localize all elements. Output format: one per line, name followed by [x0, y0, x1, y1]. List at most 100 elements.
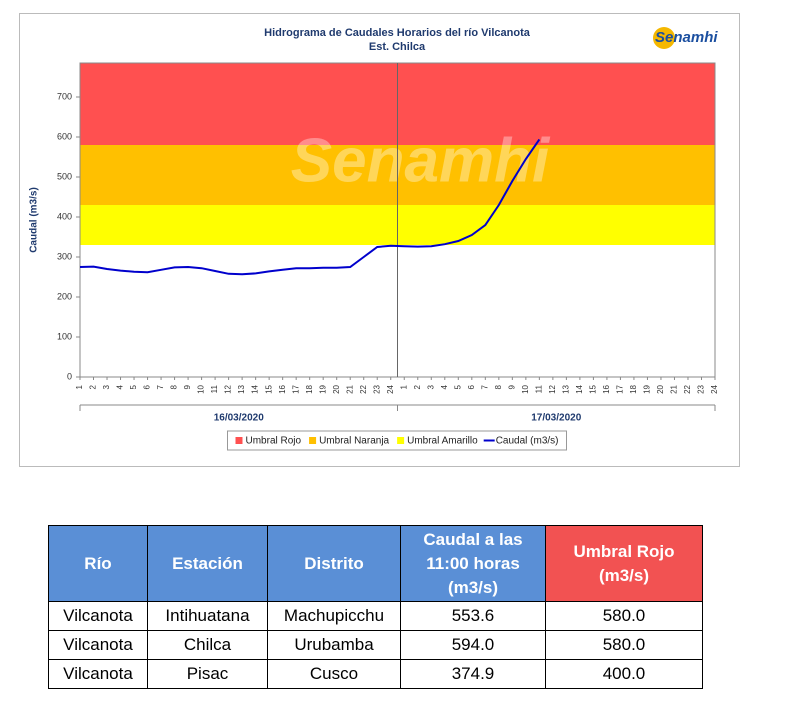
chart-subtitle: Est. Chilca	[369, 41, 426, 53]
x-tick-label: 5	[453, 384, 462, 389]
group-label: 17/03/2020	[531, 413, 581, 424]
y-tick-label: 400	[57, 211, 72, 221]
x-tick-label: 19	[318, 384, 327, 393]
legend-swatch	[235, 437, 243, 444]
x-tick-label: 17	[616, 384, 625, 393]
y-axis-label: Caudal (m3/s)	[29, 187, 40, 253]
table-header: Río Estación Distrito Caudal a las 11:00…	[48, 525, 703, 602]
x-tick-label: 12	[224, 384, 233, 393]
chart: Hidrograma de Caudales Horarios del río …	[19, 13, 740, 467]
y-tick-label: 300	[57, 251, 72, 261]
table-row: Vilcanota Intihuatana Machupicchu 553.6 580.…	[48, 601, 703, 631]
table-cell: 580.0	[545, 601, 703, 631]
x-tick-label: 14	[251, 384, 260, 393]
x-tick-label: 23	[697, 384, 706, 393]
legend-swatch	[397, 437, 405, 444]
x-tick-label: 1	[399, 384, 408, 389]
x-tick-label: 20	[332, 384, 341, 393]
x-tick-label: 8	[170, 384, 179, 389]
header-cell: Umbral Rojo (m3/s)	[545, 525, 703, 602]
watermark: Senamhi	[291, 126, 551, 195]
x-tick-label: 11	[534, 384, 543, 393]
x-tick-label: 15	[264, 384, 273, 393]
x-tick-label: 19	[643, 384, 652, 393]
x-tick-label: 17	[291, 384, 300, 393]
x-tick-label: 3	[102, 384, 111, 389]
legend-label: Umbral Amarillo	[407, 436, 478, 447]
table-cell: Intihuatana	[147, 601, 268, 631]
table-cell: 594.0	[400, 630, 546, 660]
x-tick-label: 12	[548, 384, 557, 393]
x-tick-label: 2	[413, 384, 422, 389]
x-tick-label: 15	[589, 384, 598, 393]
x-tick-label: 7	[156, 384, 165, 389]
y-tick-label: 500	[57, 171, 72, 181]
y-tick-label: 100	[57, 331, 72, 341]
y-tick-label: 600	[57, 131, 72, 141]
header-cell: Río	[48, 525, 148, 602]
station-table: Río Estación Distrito Caudal a las 11:00…	[48, 525, 703, 689]
table-cell: 553.6	[400, 601, 546, 631]
x-tick-label: 23	[372, 384, 381, 393]
legend-label: Caudal (m3/s)	[496, 436, 559, 447]
table-row: Vilcanota Chilca Urubamba 594.0 580.0	[48, 630, 703, 660]
x-tick-label: 7	[480, 384, 489, 389]
legend-box	[227, 430, 567, 451]
table-cell: Pisac	[147, 659, 268, 689]
x-tick-label: 3	[426, 384, 435, 389]
x-tick-label: 14	[575, 384, 584, 393]
table-cell: Vilcanota	[48, 601, 148, 631]
table-cell: Machupicchu	[267, 601, 401, 631]
x-tick-label: 24	[710, 384, 719, 393]
y-tick-label: 0	[67, 371, 72, 381]
x-tick-label: 6	[467, 384, 476, 389]
y-tick-label: 200	[57, 291, 72, 301]
legend: Umbral Rojo Umbral Naranja Umbral Amarillo…	[227, 430, 567, 451]
header-cell: Distrito	[267, 525, 401, 602]
table-cell: Vilcanota	[48, 630, 148, 660]
header-cell: Caudal a las 11:00 horas (m3/s)	[400, 525, 546, 602]
x-tick-label: 11	[210, 384, 219, 393]
table-row: Vilcanota Pisac Cusco 374.9 400.0	[48, 659, 703, 689]
x-tick-label: 18	[305, 384, 314, 393]
x-tick-label: 21	[670, 384, 679, 393]
x-tick-label: 21	[345, 384, 354, 393]
table-cell: Cusco	[267, 659, 401, 689]
header-cell: Estación	[147, 525, 268, 602]
table-cell: Vilcanota	[48, 659, 148, 689]
y-tick-label: 700	[57, 91, 72, 101]
x-tick-label: 5	[129, 384, 138, 389]
x-tick-label: 16	[602, 384, 611, 393]
table-cell: 580.0	[545, 630, 703, 660]
x-tick-label: 2	[89, 384, 98, 389]
legend-label: Umbral Naranja	[319, 436, 389, 447]
table-cell: 400.0	[545, 659, 703, 689]
x-tick-label: 1	[75, 384, 84, 389]
x-tick-label: 20	[656, 384, 665, 393]
chart-title: Hidrograma de Caudales Horarios del río …	[264, 27, 531, 39]
logo-sun	[653, 27, 675, 49]
table-cell: 374.9	[400, 659, 546, 689]
x-tick-label: 4	[116, 384, 125, 389]
x-tick-label: 8	[494, 384, 503, 389]
legend-label: Umbral Rojo	[246, 436, 302, 447]
x-tick-label: 13	[237, 384, 246, 393]
x-tick-label: 22	[683, 384, 692, 393]
x-tick-label: 6	[143, 384, 152, 389]
x-tick-label: 13	[561, 384, 570, 393]
table-cell: Chilca	[147, 630, 268, 660]
x-tick-label: 22	[359, 384, 368, 393]
x-tick-label: 24	[386, 384, 395, 393]
x-tick-label: 16	[278, 384, 287, 393]
x-tick-label: 10	[197, 384, 206, 393]
x-tick-label: 4	[440, 384, 449, 389]
series-line	[79, 138, 541, 276]
legend-swatch	[309, 437, 317, 444]
x-tick-label: 9	[507, 384, 516, 389]
table-cell: Urubamba	[267, 630, 401, 660]
x-tick-label: 10	[521, 384, 530, 393]
x-tick-label: 9	[183, 384, 192, 389]
group-label: 16/03/2020	[214, 413, 264, 424]
logo: Senamhi	[655, 29, 718, 46]
